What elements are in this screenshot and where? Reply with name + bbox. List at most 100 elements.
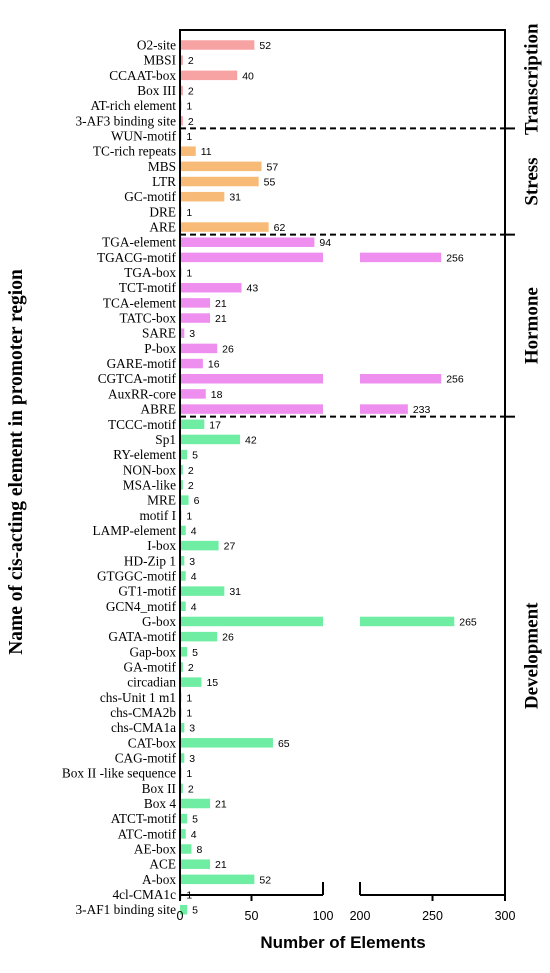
value-label-gt1-motif: 31: [229, 586, 241, 598]
value-label-tgacg-motif: 256: [446, 252, 464, 264]
category-label-cat-box: CAT-box: [128, 735, 177, 750]
category-label-lamp-element: LAMP-element: [93, 523, 177, 538]
category-label-cag-motif: CAG-motif: [115, 750, 177, 765]
bar-i-box: [180, 540, 219, 551]
value-label-tca-element: 21: [215, 298, 227, 310]
category-label-box-4: Box 4: [144, 796, 176, 811]
bar-cat-box: [180, 738, 273, 748]
value-label-chs-cma1a: 3: [189, 723, 195, 735]
category-label-cgtca-motif: CGTCA-motif: [98, 371, 177, 386]
category-label-chs-cma1a: chs-CMA1a: [111, 720, 176, 735]
category-label-box-ii-like-sequence: Box II -like sequence: [62, 766, 176, 781]
value-label-sare: 3: [189, 328, 195, 340]
value-label-gap-box: 5: [192, 647, 198, 659]
bar-mre: [180, 495, 189, 505]
category-label-msa-like: MSA-like: [123, 477, 176, 492]
value-label-dre: 1: [186, 207, 192, 219]
category-label-wun-motif: WUN-motif: [111, 129, 177, 144]
category-label-box-ii: Box II: [142, 781, 176, 796]
category-label-chs-unit-1-m1: chs-Unit 1 m1: [100, 690, 176, 705]
category-label-chs-cma2b: chs-CMA2b: [110, 705, 176, 720]
bar-box-4: [180, 798, 211, 809]
category-label-tga-element: TGA-element: [102, 235, 176, 250]
x-tick-label-250: 250: [422, 909, 443, 923]
bar-3-af1-binding-site: [180, 904, 188, 915]
value-label-tccc-motif: 17: [209, 419, 221, 431]
bar-g-box-segment-1: [180, 616, 323, 627]
value-label-a-box: 52: [259, 874, 271, 886]
value-label-are: 62: [274, 222, 286, 234]
category-label-abre: ABRE: [141, 402, 176, 417]
category-label-o2-site: O2-site: [137, 38, 176, 53]
category-label-4cl-cma1c: 4cl-CMA1c: [112, 887, 176, 902]
value-label-tga-box: 1: [186, 268, 192, 280]
category-label-ccaat-box: CCAAT-box: [109, 68, 176, 83]
bar-gata-motif: [180, 631, 218, 642]
bar-gc-motif: [180, 191, 225, 202]
value-label-box-4: 21: [215, 799, 227, 811]
value-label-abre: 233: [413, 404, 431, 416]
bar-gap-box: [180, 647, 188, 657]
category-label-box-iii: Box III: [137, 83, 176, 98]
category-label-sp1: Sp1: [155, 432, 176, 447]
category-label-gap-box: Gap-box: [129, 644, 176, 659]
bar-box-iii: [180, 85, 183, 96]
value-label-box-ii: 2: [188, 783, 194, 795]
value-label-mre: 6: [194, 495, 200, 507]
value-label-tc-rich-repeats: 11: [201, 146, 212, 158]
bar-ccaat-box: [180, 70, 238, 81]
y-axis-title: Name of cis-acting element in promoter r…: [6, 269, 27, 655]
bar-abre-segment-1: [180, 404, 323, 414]
value-label-box-ii-like-sequence: 1: [186, 768, 192, 780]
category-label-sare: SARE: [142, 326, 176, 341]
bar-auxrr-core: [180, 389, 206, 399]
category-label-a-box: A-box: [142, 872, 176, 887]
value-label-tatc-box: 21: [215, 313, 227, 325]
bar-mbs: [180, 161, 262, 172]
bar-tc-rich-repeats: [180, 146, 196, 156]
value-label-lamp-element: 4: [191, 525, 197, 537]
category-label-p-box: P-box: [144, 341, 176, 356]
category-label-ga-motif: GA-motif: [124, 659, 177, 674]
bar-tga-element: [180, 237, 315, 247]
category-label-tga-box: TGA-box: [124, 265, 176, 280]
category-label-3-af3-binding-site: 3-AF3 binding site: [76, 113, 177, 128]
value-label-circadian: 15: [206, 677, 218, 689]
value-label-cgtca-motif: 256: [446, 374, 464, 386]
value-label-i-box: 27: [224, 541, 236, 553]
bar-abre-segment-2: [360, 404, 408, 414]
value-label-mbs: 57: [267, 161, 279, 173]
x-tick-label-200: 200: [350, 909, 371, 923]
value-label-ga-motif: 2: [188, 662, 194, 674]
value-label-gare-motif: 16: [208, 359, 220, 371]
bar-cgtca-motif-segment-2: [360, 373, 442, 384]
category-label-atct-motif: ATCT-motif: [111, 811, 177, 826]
bar-are: [180, 222, 269, 232]
value-label-cat-box: 65: [278, 738, 290, 750]
category-label-mbsi: MBSI: [143, 53, 176, 68]
x-tick-label-100: 100: [313, 909, 334, 923]
bar-gare-motif: [180, 358, 203, 369]
value-label-atc-motif: 4: [191, 829, 197, 841]
bar-tccc-motif: [180, 419, 205, 429]
category-label-mre: MRE: [147, 493, 176, 508]
bar-tct-motif: [180, 282, 242, 293]
value-label-box-iii: 2: [188, 86, 194, 98]
value-label-chs-unit-1-m1: 1: [186, 692, 192, 704]
category-label-circadian: circadian: [127, 675, 176, 690]
value-label-ry-element: 5: [192, 450, 198, 462]
value-label-ae-box: 8: [196, 844, 202, 856]
value-label-motif-i: 1: [186, 510, 192, 522]
value-label-sp1: 42: [245, 434, 257, 446]
value-label-ccaat-box: 40: [242, 70, 254, 82]
bar-lamp-element: [180, 525, 186, 536]
category-label-ry-element: RY-element: [113, 447, 176, 462]
group-label-development: Development: [521, 602, 542, 709]
bar-gt1-motif: [180, 586, 225, 596]
value-label-3-af1-binding-site: 5: [192, 905, 198, 917]
value-label-gcn4-motif: 4: [191, 601, 197, 613]
bar-sare: [180, 328, 185, 338]
category-label-at-rich-element: AT-rich element: [90, 98, 176, 113]
value-label-cag-motif: 3: [189, 753, 195, 765]
bar-ace: [180, 859, 211, 869]
